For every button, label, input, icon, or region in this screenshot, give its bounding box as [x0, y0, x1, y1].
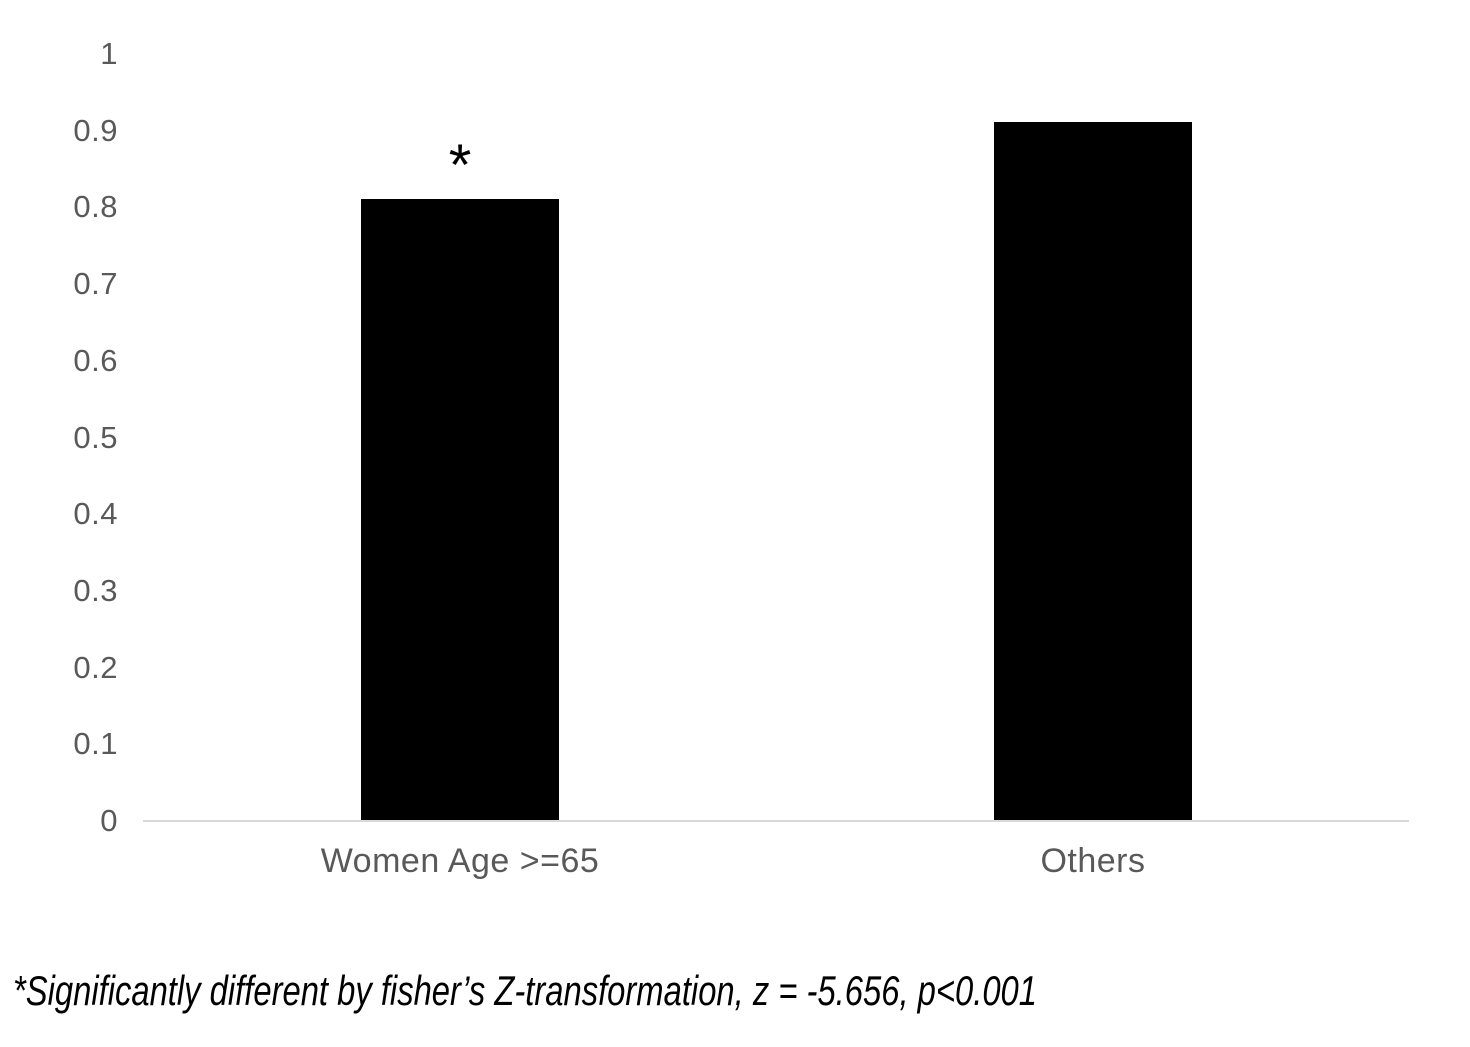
significance-footnote: *Significantly different by fisher’s Z-t… [13, 967, 1037, 1014]
x-category-label: Others [1040, 842, 1146, 880]
y-tick-label: 0 [100, 803, 118, 838]
y-tick-label: 1 [100, 36, 118, 71]
significance-asterisk: * [448, 133, 472, 198]
y-tick-label: 0.4 [73, 496, 118, 532]
x-category-label: Women Age >=65 [320, 842, 600, 880]
bar-1 [361, 199, 559, 820]
y-tick-label: 0.9 [73, 112, 118, 148]
y-tick-label: 0.1 [73, 726, 118, 762]
y-tick-label: 0.6 [73, 342, 118, 378]
bar-2 [994, 122, 1192, 820]
y-tick-label: 0.3 [73, 572, 118, 608]
y-tick-label: 0.8 [73, 189, 118, 225]
y-tick-label: 0.2 [73, 649, 118, 685]
y-tick-label: 0.5 [73, 419, 118, 455]
x-axis-line [143, 820, 1409, 822]
plot-area: 0 0.1 0.2 0.3 0.4 0.5 0.6 0.7 0.8 0.9 1 * Women Ag… [73, 36, 1409, 880]
y-tick-label: 0.7 [73, 266, 118, 302]
